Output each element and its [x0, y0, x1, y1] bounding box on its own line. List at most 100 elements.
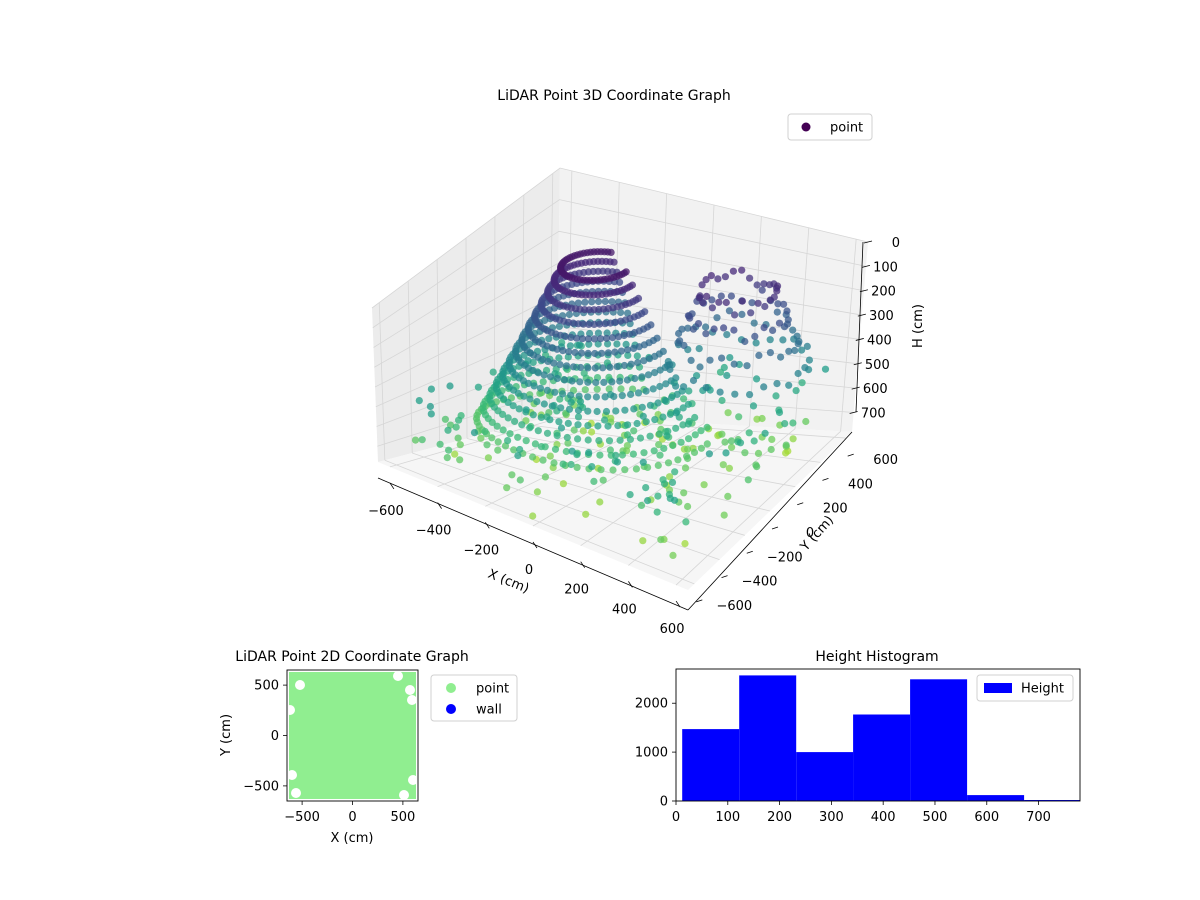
chart-2d-legend-wall-label: wall — [476, 703, 502, 718]
chart-3d-point — [702, 384, 710, 392]
chart-3d-point — [509, 402, 517, 410]
chart-3d-point — [789, 419, 797, 427]
chart-3d-point — [573, 334, 581, 342]
chart-3d-point — [625, 330, 634, 338]
chart-3d-z-tick — [853, 362, 862, 366]
chart-3d-point — [752, 339, 760, 347]
histogram-ticks: 0 100 200 300 400 500 600 700 0 1000 2000 — [635, 697, 1051, 825]
chart-3d-point — [504, 437, 512, 445]
chart-3d-point — [803, 342, 811, 350]
chart-3d-point — [553, 374, 562, 383]
chart-3d-z-tick-label: 0 — [892, 236, 900, 251]
chart-3d-point — [695, 345, 703, 353]
chart-3d-y-tick — [746, 550, 753, 554]
chart-3d-point — [697, 444, 706, 452]
chart-3d-x-tick-label: −400 — [416, 524, 452, 539]
chart-3d-point — [720, 511, 728, 519]
chart-3d-point — [699, 298, 707, 306]
chart-3d-point — [494, 438, 502, 446]
chart-3d-point — [577, 349, 586, 357]
chart-3d-point — [791, 346, 799, 355]
histogram-x-tick-label: 400 — [871, 810, 896, 825]
chart-3d-point — [731, 311, 739, 319]
chart-3d-point — [529, 411, 537, 419]
chart-3d-point — [592, 378, 600, 387]
chart-3d-point — [616, 377, 624, 385]
chart-3d-point — [680, 341, 688, 350]
chart-3d-point — [555, 418, 563, 426]
chart-3d-point — [508, 471, 516, 479]
chart-3d-point — [677, 438, 685, 446]
chart-3d-title: LiDAR Point 3D Coordinate Graph — [497, 88, 730, 104]
chart-2d-legend: point wall — [430, 674, 518, 722]
chart-3d-point — [522, 437, 530, 445]
chart-3d-point — [684, 445, 692, 453]
chart-3d-point — [774, 300, 782, 308]
chart-3d-point — [604, 349, 612, 357]
chart-3d-point — [780, 300, 788, 308]
chart-3d-point — [785, 381, 793, 389]
chart-3d-point — [556, 331, 565, 339]
chart-3d-point — [760, 383, 768, 391]
chart-3d-point — [567, 460, 575, 469]
chart-3d-point — [613, 340, 621, 348]
chart-3d-point — [427, 385, 435, 393]
chart-3d-z-tick — [857, 313, 866, 317]
chart-3d-point — [620, 331, 628, 340]
chart-3d-z-tick-label: 600 — [863, 382, 888, 397]
chart-3d-point — [506, 430, 514, 438]
chart-3d-point — [716, 388, 724, 396]
chart-3d-point — [610, 392, 618, 401]
chart-3d-point — [567, 289, 575, 297]
chart-3d-point — [560, 317, 568, 325]
chart-3d-point — [516, 476, 524, 484]
chart-3d-point — [676, 337, 684, 345]
chart-3d-point — [411, 436, 420, 444]
chart-3d-point — [585, 449, 593, 457]
chart-3d-point — [456, 441, 464, 449]
chart-3d-point — [630, 405, 638, 413]
chart-2d-y-tick-label: 0 — [271, 729, 279, 744]
chart-3d-point — [483, 441, 491, 449]
chart-3d-point — [685, 435, 693, 443]
chart-3d-point — [597, 466, 605, 474]
chart-3d-point — [735, 413, 743, 421]
chart-3d-point — [436, 440, 444, 448]
chart-3d-point — [591, 364, 599, 372]
chart-3d-point — [700, 481, 708, 489]
histogram-x-tick-label: 0 — [672, 810, 680, 825]
chart-3d-point — [526, 395, 534, 403]
chart-2d-legend-wall-marker — [446, 704, 456, 714]
chart-3d-point — [576, 398, 585, 406]
chart-3d-point — [590, 477, 598, 485]
chart-3d-y-tick-label: 0 — [806, 526, 814, 541]
chart-3d-point — [640, 357, 648, 365]
chart-3d-point — [680, 395, 688, 403]
chart-3d-point — [418, 436, 426, 444]
chart-3d-point — [565, 405, 574, 413]
chart-3d-point — [777, 353, 785, 361]
chart-3d-point — [444, 426, 452, 434]
chart-3d-point — [533, 488, 542, 496]
chart-3d-point — [596, 320, 604, 328]
chart-3d-point — [594, 329, 603, 337]
chart-3d-point — [477, 434, 485, 442]
chart-3d-point — [600, 378, 608, 386]
chart-3d-point — [624, 421, 632, 429]
chart-3d-x-tick-label: −200 — [463, 543, 499, 558]
chart-3d-point — [605, 385, 613, 393]
chart-3d-point — [691, 431, 699, 439]
chart-3d-point — [613, 363, 621, 371]
chart-3d-point — [551, 445, 560, 453]
chart-3d-point — [567, 391, 575, 399]
chart-3d-floor-pane — [378, 415, 852, 590]
chart-3d-point — [630, 344, 638, 352]
chart-3d-point — [567, 333, 575, 341]
chart-3d-point — [736, 439, 745, 447]
chart-3d-z-tick-label: 100 — [873, 260, 898, 275]
chart-3d-point — [562, 447, 570, 456]
chart-3d-point — [738, 310, 746, 318]
chart-3d-gridline-y-side — [407, 281, 413, 453]
chart-3d-point — [789, 326, 797, 334]
chart-3d-point — [564, 353, 572, 361]
